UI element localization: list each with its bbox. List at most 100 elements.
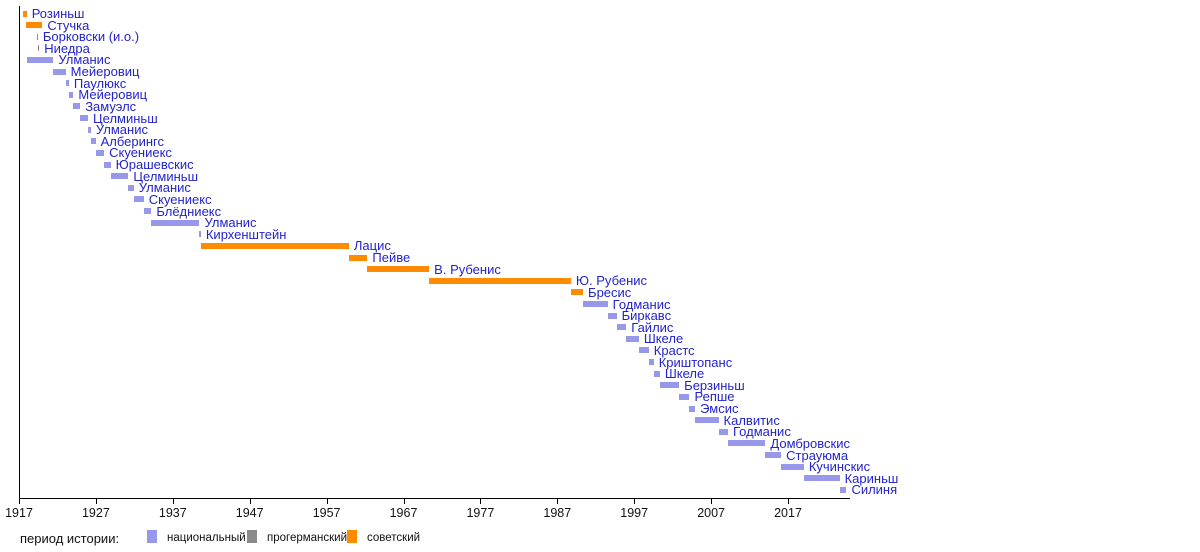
bar-label: Блёдниекс (156, 203, 222, 219)
bar-label: Улманис (58, 52, 111, 68)
timeline-bar (65, 80, 69, 87)
x-axis-tick (711, 498, 713, 504)
legend-title: период истории: (20, 531, 120, 546)
bar-label: Алберингс (100, 133, 164, 149)
x-axis-tick (480, 498, 482, 504)
x-axis-tick-label: 2007 (697, 506, 725, 520)
timeline-bar (616, 324, 627, 331)
timeline-bar (638, 347, 649, 354)
timeline-bar (653, 370, 660, 377)
bar-label: Ю. Рубенис (575, 273, 648, 289)
bar-label: Страуюма (786, 447, 849, 463)
timeline-bar (659, 382, 680, 389)
bar-label: Улманис (138, 180, 191, 196)
bar-label: Гайлис (631, 319, 674, 335)
timeline-bar (348, 254, 368, 261)
bar-label: Годманис (733, 424, 791, 440)
bar-label: Кариньш (844, 470, 899, 486)
bar-label: Репше (694, 389, 735, 405)
bar-label: Борковски (и.о.) (42, 29, 140, 45)
x-axis-tick-label: 1987 (543, 506, 572, 520)
bar-label: Шкеле (664, 366, 705, 382)
timeline-bar (367, 266, 430, 273)
bar-label: Мейеровиц (78, 87, 148, 103)
timeline-bar (570, 289, 584, 296)
timeline-bar (679, 393, 690, 400)
legend-swatch-soviet (347, 530, 357, 543)
legend-label-national: национальный (167, 532, 246, 544)
x-axis-tick-label: 1957 (312, 506, 341, 520)
bar-label: Калвитис (723, 412, 780, 428)
x-axis-tick-label: 1977 (466, 506, 495, 520)
bar-label: Стучка (47, 17, 90, 33)
bar-label: Ниедра (44, 40, 90, 56)
bar-label: Годманис (612, 296, 671, 312)
timeline-bar (718, 428, 728, 435)
x-axis-tick (788, 498, 789, 504)
timeline-bar (143, 208, 152, 215)
x-axis-tick-label: 1997 (620, 506, 649, 520)
bar-label: Замуэлс (85, 98, 137, 114)
x-axis-tick (19, 498, 20, 504)
timeline-bar (110, 173, 129, 180)
x-axis-tick-label: 1927 (81, 506, 110, 520)
timeline-bar (90, 138, 96, 145)
timeline-bar (36, 33, 38, 40)
x-axis-tick (557, 498, 559, 504)
timeline-bar (26, 56, 54, 63)
bar-label: Криштопанс (658, 354, 733, 370)
timeline-bar (626, 335, 639, 342)
bar-label: Мейеровиц (70, 64, 140, 80)
bar-label: Берзиньш (684, 377, 745, 393)
timeline-bar (73, 103, 81, 110)
timeline-bar (839, 486, 847, 493)
bar-label: Эмсис (700, 401, 739, 417)
timeline-bar (53, 68, 66, 75)
x-axis-tick (634, 498, 636, 504)
timeline-bar (133, 196, 144, 203)
bar-label: Юрашевскис (115, 157, 194, 173)
bar-label: Кирхенштейн (205, 226, 287, 242)
bar-label: Бресис (588, 284, 632, 300)
timeline-bar (648, 359, 654, 366)
bar-label: Паулюкс (73, 75, 127, 91)
bar-label: Целминьш (93, 110, 158, 126)
x-axis-tick-label: 1967 (389, 506, 418, 520)
legend-swatch-national (147, 530, 157, 543)
x-axis-tick (172, 498, 174, 504)
x-axis-tick (249, 498, 251, 504)
timeline-bar (151, 219, 200, 226)
bar-label: В. Рубенис (434, 261, 501, 277)
bar-label: Целминьш (133, 168, 199, 184)
timeline-bar (429, 277, 571, 284)
timeline-bar (765, 452, 782, 459)
bar-label: Кучинскис (808, 459, 871, 475)
bar-label: Скуениекс (109, 145, 172, 161)
bar-label: Биркавс (621, 308, 672, 324)
bar-label: Улманис (204, 215, 257, 231)
bar-label: Домбровскис (770, 435, 850, 451)
bar-label: Крастс (653, 342, 695, 358)
timeline-bar (95, 149, 105, 156)
timeline-bar (88, 126, 91, 133)
timeline-bar (68, 91, 74, 98)
timeline-bar (199, 231, 201, 238)
timeline-bar (23, 10, 27, 17)
timeline-bar (803, 475, 840, 482)
timeline-bar (104, 161, 111, 168)
timeline-bar (26, 22, 43, 29)
timeline-bar (689, 405, 696, 412)
y-axis-line (19, 6, 20, 498)
bar-label: Розиньш (31, 6, 85, 21)
timeline-bar (781, 463, 804, 470)
timeline-bar (695, 417, 719, 424)
bar-label: Скуениекс (148, 191, 212, 207)
legend-label-german: прогерманский (267, 532, 348, 544)
timeline-bar (200, 242, 349, 249)
x-axis-tick-label: 2017 (774, 506, 802, 520)
timeline-bar (728, 440, 766, 447)
x-axis-tick-label: 1937 (158, 506, 187, 520)
x-axis-tick-label: 1917 (5, 506, 33, 520)
timeline-bar (128, 184, 134, 191)
